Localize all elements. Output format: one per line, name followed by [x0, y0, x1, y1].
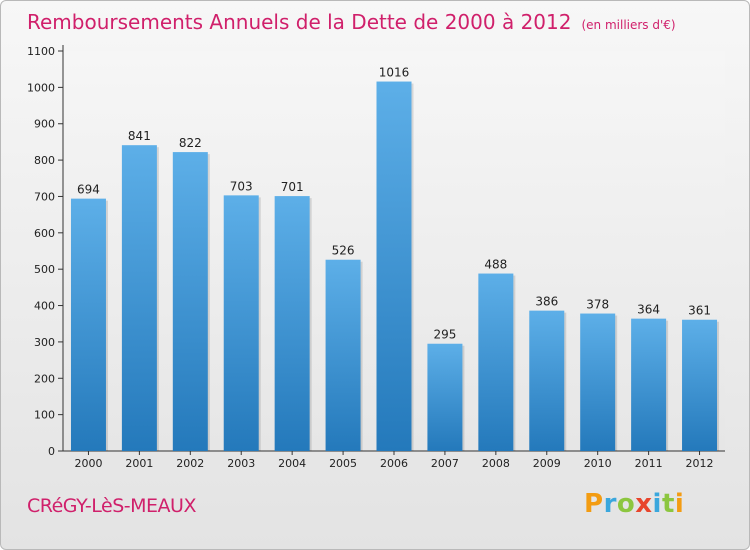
- bar-value-label: 378: [586, 298, 609, 312]
- y-tick-label: 1000: [27, 81, 55, 94]
- x-tick-label: 2004: [278, 457, 306, 470]
- y-tick-label: 700: [34, 190, 55, 203]
- bar: [682, 319, 718, 451]
- x-tick-label: 2002: [176, 457, 204, 470]
- x-tick-label: 2005: [329, 457, 357, 470]
- bar: [376, 81, 412, 451]
- bar: [172, 152, 208, 451]
- x-tick-label: 2009: [533, 457, 561, 470]
- logo-letter: i: [674, 489, 685, 519]
- bar: [121, 145, 157, 451]
- x-tick-label: 2000: [74, 457, 102, 470]
- bar: [580, 313, 616, 451]
- bar-value-label: 694: [77, 183, 100, 197]
- bar: [274, 196, 310, 451]
- bar: [631, 318, 667, 451]
- x-tick-label: 2003: [227, 457, 255, 470]
- bar-value-label: 703: [230, 179, 253, 193]
- bar: [427, 343, 463, 451]
- x-tick-label: 2011: [635, 457, 663, 470]
- bar-value-label: 295: [433, 328, 456, 342]
- bar: [70, 198, 106, 451]
- y-tick-label: 400: [34, 300, 55, 313]
- y-tick-label: 0: [48, 445, 55, 458]
- bar-value-label: 361: [688, 304, 711, 318]
- y-tick-label: 200: [34, 372, 55, 385]
- chart-title-text: Remboursements Annuels de la Dette de 20…: [27, 10, 572, 34]
- bar-value-label: 526: [332, 244, 355, 258]
- y-tick-label: 500: [34, 263, 55, 276]
- unit-note: (en milliers d'€): [581, 18, 676, 32]
- x-tick-label: 2006: [380, 457, 408, 470]
- bar-value-label: 1016: [379, 66, 410, 80]
- logo-letter: P: [584, 489, 604, 519]
- y-tick-label: 600: [34, 227, 55, 240]
- bar-value-label: 488: [484, 258, 507, 272]
- x-tick-label: 2008: [482, 457, 510, 470]
- bar: [478, 273, 514, 451]
- y-tick-label: 900: [34, 118, 55, 131]
- x-tick-label: 2012: [686, 457, 714, 470]
- logo-letter: x: [635, 489, 653, 519]
- bar-value-label: 841: [128, 129, 151, 143]
- logo-letter: i: [652, 489, 662, 519]
- chart-title: Remboursements Annuels de la Dette de 20…: [27, 10, 676, 34]
- logo-letter: t: [661, 489, 675, 519]
- y-tick-label: 100: [34, 409, 55, 422]
- y-tick-label: 800: [34, 154, 55, 167]
- x-tick-label: 2010: [584, 457, 612, 470]
- x-tick-label: 2007: [431, 457, 459, 470]
- logo-letter: o: [616, 489, 636, 519]
- logo-letter: r: [603, 489, 617, 519]
- bar: [325, 259, 361, 451]
- y-tick-label: 1100: [27, 45, 55, 58]
- x-tick-label: 2001: [125, 457, 153, 470]
- bar-value-label: 364: [637, 303, 660, 317]
- bar-value-label: 822: [179, 136, 202, 150]
- bar-value-label: 701: [281, 180, 304, 194]
- commune-name: CRéGY-LèS-MEAUX: [27, 495, 196, 517]
- bar: [223, 195, 259, 451]
- proxiti-logo: Proxiti: [584, 489, 684, 519]
- y-tick-label: 300: [34, 336, 55, 349]
- bar: [529, 310, 565, 451]
- bar-value-label: 386: [535, 295, 558, 309]
